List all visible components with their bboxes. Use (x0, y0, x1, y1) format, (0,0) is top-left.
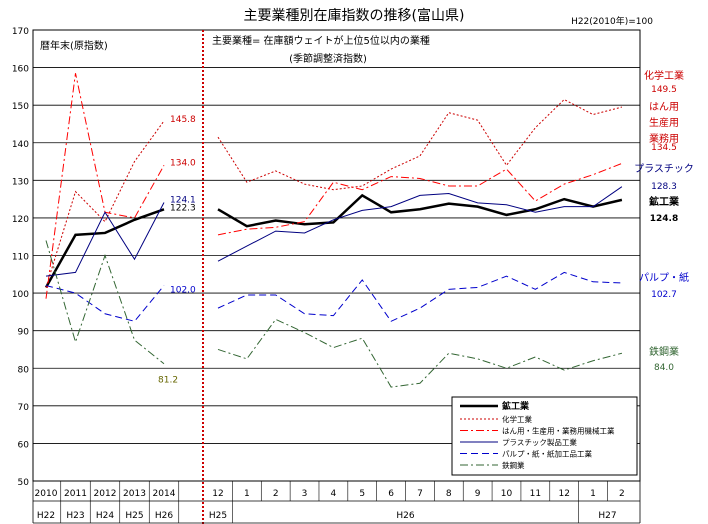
series-line-monthly (217, 162, 623, 236)
x-era-label: H25 (209, 511, 227, 521)
x-era-label: H27 (598, 511, 616, 521)
series-line-monthly (217, 271, 622, 322)
x-tick-label: 2012 (94, 489, 117, 499)
series-line-monthly (217, 318, 623, 388)
x-era-label: H24 (96, 511, 114, 521)
series-end-label: はん用 (649, 101, 679, 113)
x-tick-label: 12 (212, 489, 223, 499)
base-note: H22(2010年)=100 (571, 15, 653, 27)
y-tick-label: 130 (12, 177, 29, 187)
x-tick-label: 2013 (123, 489, 146, 499)
series-5 (45, 240, 623, 388)
annual-end-label: 122.3 (170, 203, 196, 213)
legend-label: 化学工業 (502, 414, 532, 424)
x-tick-label: 2 (619, 489, 625, 499)
legend-label: パルプ・紙・紙加工品工業 (502, 449, 592, 459)
annual-end-label: 81.2 (158, 376, 178, 386)
series-3 (45, 186, 623, 277)
plot-frame (32, 29, 641, 482)
series-end-value: 102.7 (651, 290, 677, 300)
y-tick-label: 80 (18, 365, 30, 375)
y-tick-label: 70 (18, 403, 30, 413)
legend-label: はん用・生産用・業務用機械工業 (502, 426, 615, 436)
annual-end-label: 102.0 (170, 286, 196, 296)
x-tick-label: 2011 (64, 489, 87, 499)
legend-box (451, 396, 638, 476)
annual-end-label: 145.8 (170, 115, 196, 125)
x-tick-label: 11 (530, 489, 541, 499)
right-panel-sublabel: (季節調整済指数) (289, 52, 367, 65)
y-tick-label: 50 (18, 478, 30, 488)
chart-title: 主要業種別在庫指数の推移(富山県) (244, 7, 465, 24)
series-line-annual (45, 240, 165, 365)
series-end-label: 鉱工業 (649, 195, 680, 208)
legend-label: プラスチック製品工業 (502, 437, 577, 447)
x-tick-label: 7 (417, 489, 423, 499)
x-era-label: H23 (66, 511, 84, 521)
series-1 (45, 98, 623, 288)
series-line-monthly (217, 193, 623, 228)
series-end-value: 128.3 (651, 182, 677, 192)
series-end-label: 化学工業 (644, 69, 684, 82)
series-line-annual (45, 73, 165, 299)
y-tick-label: 160 (12, 65, 29, 75)
series-layer (44, 73, 623, 388)
x-tick-label: 4 (331, 489, 337, 499)
y-tick-label: 110 (12, 253, 29, 263)
series-line-monthly (217, 98, 623, 191)
series-end-value: 134.5 (651, 143, 677, 153)
x-tick-label: 5 (359, 489, 365, 499)
x-tick-label: 2014 (153, 489, 176, 499)
legend-label: 鉄鋼業 (502, 460, 525, 470)
axes: 50607080901001101201301401501601702010H2… (12, 27, 641, 524)
annual-end-label: 134.0 (170, 158, 196, 168)
x-tick-label: 2010 (35, 489, 58, 499)
series-line-annual (45, 120, 165, 288)
legend-label: 鉱工業 (502, 400, 530, 412)
legend: 鉱工業化学工業はん用・生産用・業務用機械工業プラスチック製品工業パルプ・紙・紙加… (451, 396, 638, 476)
x-tick-label: 12 (558, 489, 569, 499)
left-panel-label: 暦年末(原指数) (40, 39, 108, 52)
y-tick-label: 170 (12, 27, 29, 37)
x-tick-label: 2 (273, 489, 279, 499)
series-end-label: 業務用 (649, 132, 679, 145)
series-0 (44, 193, 623, 289)
series-line-annual (45, 202, 165, 277)
x-era-label: H26 (155, 511, 173, 521)
series-4 (45, 271, 622, 322)
series-line-annual (45, 285, 165, 322)
series-end-value: 149.5 (651, 85, 677, 95)
x-era-label: H26 (396, 511, 414, 521)
x-tick-label: 3 (302, 489, 308, 499)
x-tick-label: 6 (388, 489, 394, 499)
series-end-value: 84.0 (654, 363, 674, 373)
y-tick-label: 120 (12, 215, 29, 225)
y-tick-label: 100 (12, 290, 29, 300)
x-tick-label: 8 (446, 489, 452, 499)
x-tick-label: 9 (475, 489, 481, 499)
x-era-label: H25 (125, 511, 143, 521)
series-end-label: 生産用 (649, 116, 679, 129)
y-tick-label: 60 (18, 440, 30, 450)
y-tick-label: 150 (12, 102, 29, 112)
series-end-label: 鉄鋼業 (649, 345, 679, 358)
y-tick-label: 90 (18, 328, 30, 338)
right-panel-label: 主要業種= 在庫額ウェイトが上位5位以内の業種 (212, 34, 430, 47)
annual-end-label: 124.1 (170, 196, 196, 206)
x-tick-label: 10 (501, 489, 513, 499)
series-line-annual (44, 208, 165, 289)
series-end-label: プラスチック (634, 163, 694, 175)
series-2 (45, 73, 623, 299)
series-end-label: パルプ・紙 (639, 271, 689, 284)
y-tick-label: 140 (12, 140, 29, 150)
x-tick-label: 1 (244, 489, 250, 499)
series-end-value: 124.8 (650, 214, 678, 224)
labels-layer: 122.3 145.8 134.0 124.1 102.0 81.2 鉱工業 124.8 化学工… (158, 69, 694, 386)
x-tick-label: 1 (590, 489, 596, 499)
series-line-monthly (217, 186, 623, 262)
x-era-label: H22 (37, 511, 55, 521)
